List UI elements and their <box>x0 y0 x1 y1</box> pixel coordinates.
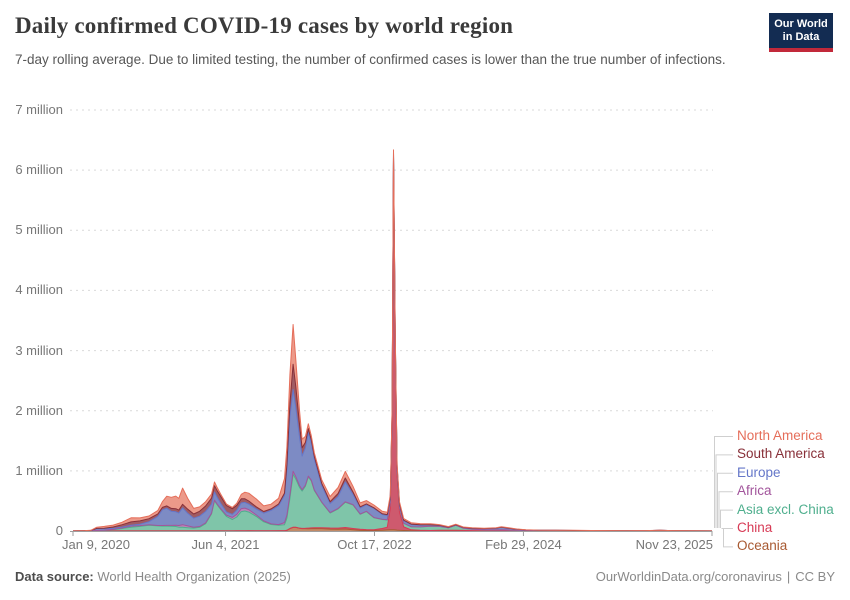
legend-connector-south-america <box>715 454 733 528</box>
data-source: Data source: World Health Organization (… <box>15 569 291 584</box>
owid-logo-line1: Our World <box>774 18 828 30</box>
legend-connector-asia-excl-china <box>720 509 733 528</box>
y-tick-label: 6 million <box>15 162 63 178</box>
footer-links: OurWorldinData.org/coronavirus | CC BY <box>596 569 835 584</box>
legend-connector-africa <box>718 491 733 528</box>
data-source-label: Data source: <box>15 569 94 584</box>
legend-item-oceania[interactable]: Oceania <box>737 538 788 554</box>
chart-subtitle: 7-day rolling average. Due to limited te… <box>15 52 726 67</box>
y-tick-label: 4 million <box>15 282 63 298</box>
line-africa <box>72 156 712 532</box>
owid-logo-line2: in Data <box>782 31 820 43</box>
series-edges <box>72 149 713 532</box>
footer-separator: | <box>786 569 791 584</box>
chart-footer: Data source: World Health Organization (… <box>15 569 835 584</box>
line-north-america <box>72 149 713 532</box>
legend-item-europe[interactable]: Europe <box>737 464 781 480</box>
x-tick-label: Feb 29, 2024 <box>485 537 562 552</box>
chart-title: Daily confirmed COVID-19 cases by world … <box>15 13 514 38</box>
legend-connector-europe <box>717 472 733 528</box>
x-tick-label: Nov 23, 2025 <box>635 537 713 552</box>
owid-url-link[interactable]: OurWorldinData.org/coronavirus <box>595 569 782 584</box>
legend-connectors <box>714 436 733 548</box>
legend-item-south-america[interactable]: South America <box>737 446 825 462</box>
owid-logo: Our World in Data <box>769 13 833 52</box>
y-tick-label: 2 million <box>15 402 63 418</box>
x-tick-label: Oct 17, 2022 <box>337 537 412 552</box>
license-link[interactable]: CC BY <box>795 569 835 584</box>
y-tick-label: 7 million <box>15 102 63 117</box>
line-china <box>72 162 712 532</box>
y-tick-label: 5 million <box>15 222 63 238</box>
y-tick-label: 3 million <box>15 342 63 358</box>
y-tick-label: 1 million <box>15 462 63 478</box>
legend-connector-oceania <box>723 528 733 548</box>
data-source-value: World Health Organization (2025) <box>97 569 291 584</box>
x-tick-label: Jun 4, 2021 <box>191 537 260 552</box>
legend-item-china[interactable]: China <box>737 520 773 535</box>
legend-item-africa[interactable]: Africa <box>737 483 772 499</box>
area-china[interactable] <box>73 162 712 531</box>
gridlines <box>70 109 713 472</box>
x-axis <box>70 531 713 536</box>
legend-connector-china <box>721 528 733 529</box>
x-tick-label: Jan 9, 2020 <box>62 537 130 552</box>
legend-item-north-america[interactable]: North America <box>737 428 823 443</box>
legend-item-asia-excl-china[interactable]: Asia excl. China <box>737 501 834 517</box>
legend-connector-north-america <box>714 436 733 528</box>
y-tick-label: 0 <box>55 523 63 538</box>
